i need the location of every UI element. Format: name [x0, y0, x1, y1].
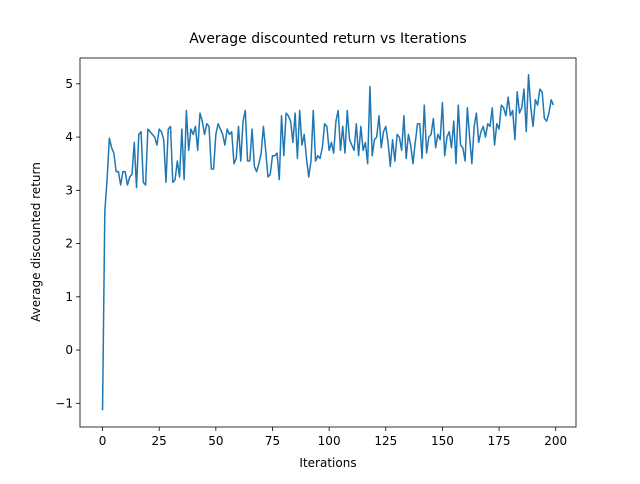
x-tick-label: 50 [208, 434, 223, 448]
data-line [101, 74, 555, 411]
y-tick-label: −1 [55, 396, 73, 410]
chart-title: Average discounted return vs Iterations [189, 31, 466, 47]
x-tick-label: 100 [318, 434, 341, 448]
x-tick-label: 0 [99, 434, 107, 448]
x-axis-label: Iterations [299, 456, 356, 470]
x-tick-label: 25 [152, 434, 167, 448]
y-tick-label: 3 [65, 183, 73, 197]
y-tick-label: 0 [65, 343, 73, 357]
x-tick-label: 125 [374, 434, 397, 448]
x-tick-label: 150 [431, 434, 454, 448]
y-axis-label: Average discounted return [29, 162, 43, 322]
y-tick-label: 4 [65, 130, 73, 144]
x-tick-label: 175 [488, 434, 511, 448]
y-tick-label: 5 [65, 77, 73, 91]
plot-frame [79, 57, 577, 428]
y-tick-label: 1 [65, 290, 73, 304]
x-tick-label: 75 [265, 434, 280, 448]
x-tick-label: 200 [544, 434, 567, 448]
y-tick-label: 2 [65, 237, 73, 251]
